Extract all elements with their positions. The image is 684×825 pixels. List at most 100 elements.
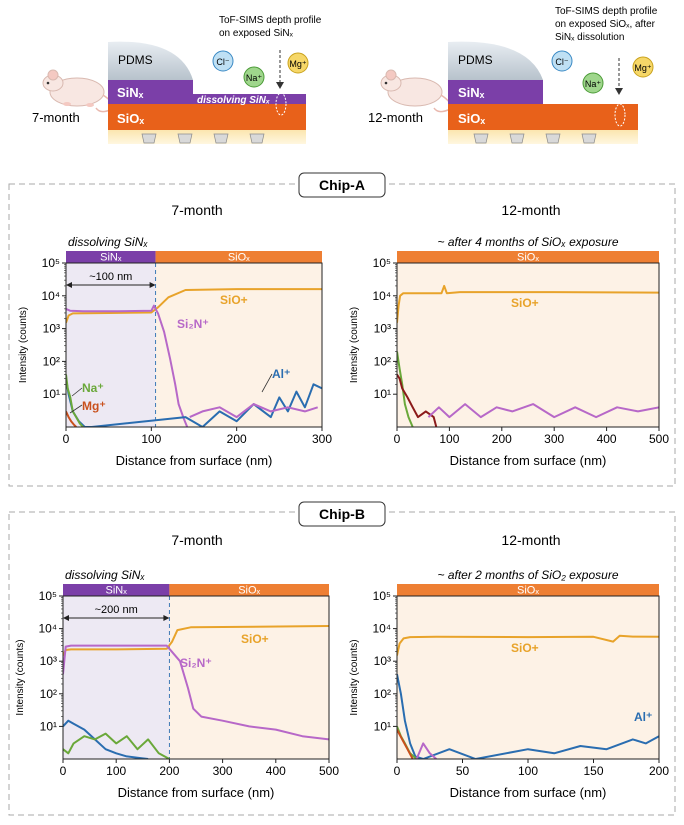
x-tick-label: 150 <box>583 764 603 778</box>
series-line <box>63 644 329 741</box>
sinx-layer <box>448 80 543 104</box>
x-axis-label: Distance from surface (nm) <box>450 453 607 468</box>
series-line <box>397 284 659 323</box>
pdms-label: PDMS <box>458 53 493 67</box>
x-tick-label: 200 <box>649 764 669 778</box>
band-bar <box>169 584 329 596</box>
sinx-label: SiNₓ <box>458 85 485 100</box>
x-tick-label: 0 <box>394 764 401 778</box>
chip-bumps <box>141 133 265 144</box>
y-tick-label: 10⁴ <box>372 622 391 636</box>
chart-subtitle: dissolving SiNₓ <box>65 568 145 582</box>
tof-label-3: SiNₓ dissolution <box>555 32 624 43</box>
x-tick-label: 0 <box>394 432 401 446</box>
x-tick-label: 0 <box>63 432 70 446</box>
annotation-sio: SiO+ <box>220 293 248 307</box>
tof-label-2: on exposed SiNₓ <box>219 28 294 39</box>
x-tick-label: 300 <box>213 764 233 778</box>
y-tick-label: 10³ <box>374 322 391 336</box>
tof-label-2: on exposed SiOₓ, after <box>555 19 656 30</box>
y-tick-label: 10⁵ <box>373 589 391 603</box>
sinx-label: SiNₓ <box>117 85 144 100</box>
series-group <box>397 284 659 427</box>
x-tick-label: 500 <box>319 764 339 778</box>
schematic-right: 12-month SiOₓ SiNₓ PDMS Cl⁻ Na⁺ Mg⁺ ToF-… <box>368 6 658 144</box>
y-tick-label: 10⁵ <box>39 589 57 603</box>
chip-bumps <box>473 133 597 144</box>
panel-label-box <box>298 172 386 198</box>
charts: SiNₓ SiOₓ dissolving SiNₓ ~100 nm 0 100 200 300… <box>15 235 669 800</box>
y-tick-label: 10⁴ <box>372 289 391 303</box>
y-tick-label: 10² <box>40 687 57 701</box>
dissolving-label: dissolving SiNₓ <box>197 95 270 106</box>
siox-label: SiOₓ <box>458 111 485 126</box>
x-tick-label: 300 <box>312 432 332 446</box>
annotation-si2n-b7: Si₂N⁺ <box>180 656 212 670</box>
chart-region <box>397 596 659 759</box>
ion-mg: Mg⁺ <box>632 56 654 78</box>
y-axis-label: Intensity (counts) <box>349 307 360 383</box>
series-line <box>63 732 170 759</box>
plot-frame <box>396 262 660 428</box>
span-arrowhead <box>63 615 69 621</box>
chart-subtitle: ~ after 4 months of SiOₓ exposure <box>438 235 619 249</box>
x-tick-label: 50 <box>456 764 470 778</box>
band-label: SiOₓ <box>517 252 539 264</box>
span-arrowhead <box>163 615 170 621</box>
tof-label-1: ToF-SIMS depth profile <box>219 15 322 26</box>
x-axis-label: Distance from surface (nm) <box>118 785 275 800</box>
band-bar <box>63 584 170 596</box>
y-tick-label: 10⁵ <box>42 256 60 270</box>
panel-chip-b: Chip-B 7-month 12-month <box>8 501 676 816</box>
panel-title-left: 7-month <box>171 532 222 548</box>
y-tick-label: 10¹ <box>374 719 391 733</box>
span-label: ~200 nm <box>95 604 138 616</box>
series-line <box>63 625 329 656</box>
series-line <box>397 674 659 759</box>
x-tick-label: 200 <box>492 432 512 446</box>
y-tick-label: 10¹ <box>40 719 57 733</box>
pdms-label: PDMS <box>118 53 153 67</box>
y-tick-label: 10⁵ <box>373 256 391 270</box>
band-label: SiOₓ <box>238 585 260 597</box>
y-tick-label: 10³ <box>43 322 60 336</box>
series-group <box>66 288 322 427</box>
y-axis-label: Intensity (counts) <box>15 639 26 715</box>
siox-layer <box>448 104 638 130</box>
band-label: SiNₓ <box>106 585 128 597</box>
sinx-layer <box>108 80 306 104</box>
series-line <box>397 351 414 427</box>
svg-text:Na⁺: Na⁺ <box>585 79 602 89</box>
y-tick-label: 10² <box>374 354 391 368</box>
panel-label: Chip-A <box>319 177 365 193</box>
band-bar <box>397 251 659 263</box>
band-label: SiOₓ <box>228 252 250 264</box>
schematic-left: 7-month SiOₓ SiNₓ dissolving SiNₓ PDMS C… <box>32 15 322 144</box>
annotation-na: Na⁺ <box>82 381 104 395</box>
x-tick-label: 400 <box>266 764 286 778</box>
annotations: SiO+ Si₂N⁺ Al⁺ Na⁺ Mg⁺ SiO+ SiO+ Si₂N⁺ S… <box>69 293 652 724</box>
siox-label: SiOₓ <box>117 111 144 126</box>
svg-text:Cl⁻: Cl⁻ <box>216 57 229 67</box>
chart-region <box>155 263 322 427</box>
svg-text:Cl⁻: Cl⁻ <box>555 57 568 67</box>
span-arrowhead <box>149 282 156 288</box>
band-bar <box>155 251 322 263</box>
svg-text:Na⁺: Na⁺ <box>246 73 263 83</box>
x-tick-label: 100 <box>106 764 126 778</box>
mouse-icon <box>380 69 452 113</box>
band-bar <box>66 251 156 263</box>
probe-arrow <box>276 82 284 89</box>
annotation-mg-leader <box>69 404 83 414</box>
series-line <box>66 410 77 427</box>
band-label: SiOₓ <box>517 585 539 597</box>
chart-subtitle: ~ after 2 months of SiO₂ exposure <box>437 568 618 582</box>
x-tick-label: 100 <box>439 432 459 446</box>
panel-title-right: 12-month <box>501 532 560 548</box>
probe-spot <box>614 103 626 127</box>
series-line <box>66 288 322 324</box>
annotation-al: Al⁺ <box>272 367 290 381</box>
ion-cl: Cl⁻ <box>212 50 234 72</box>
y-axis-label: Intensity (counts) <box>349 639 360 715</box>
